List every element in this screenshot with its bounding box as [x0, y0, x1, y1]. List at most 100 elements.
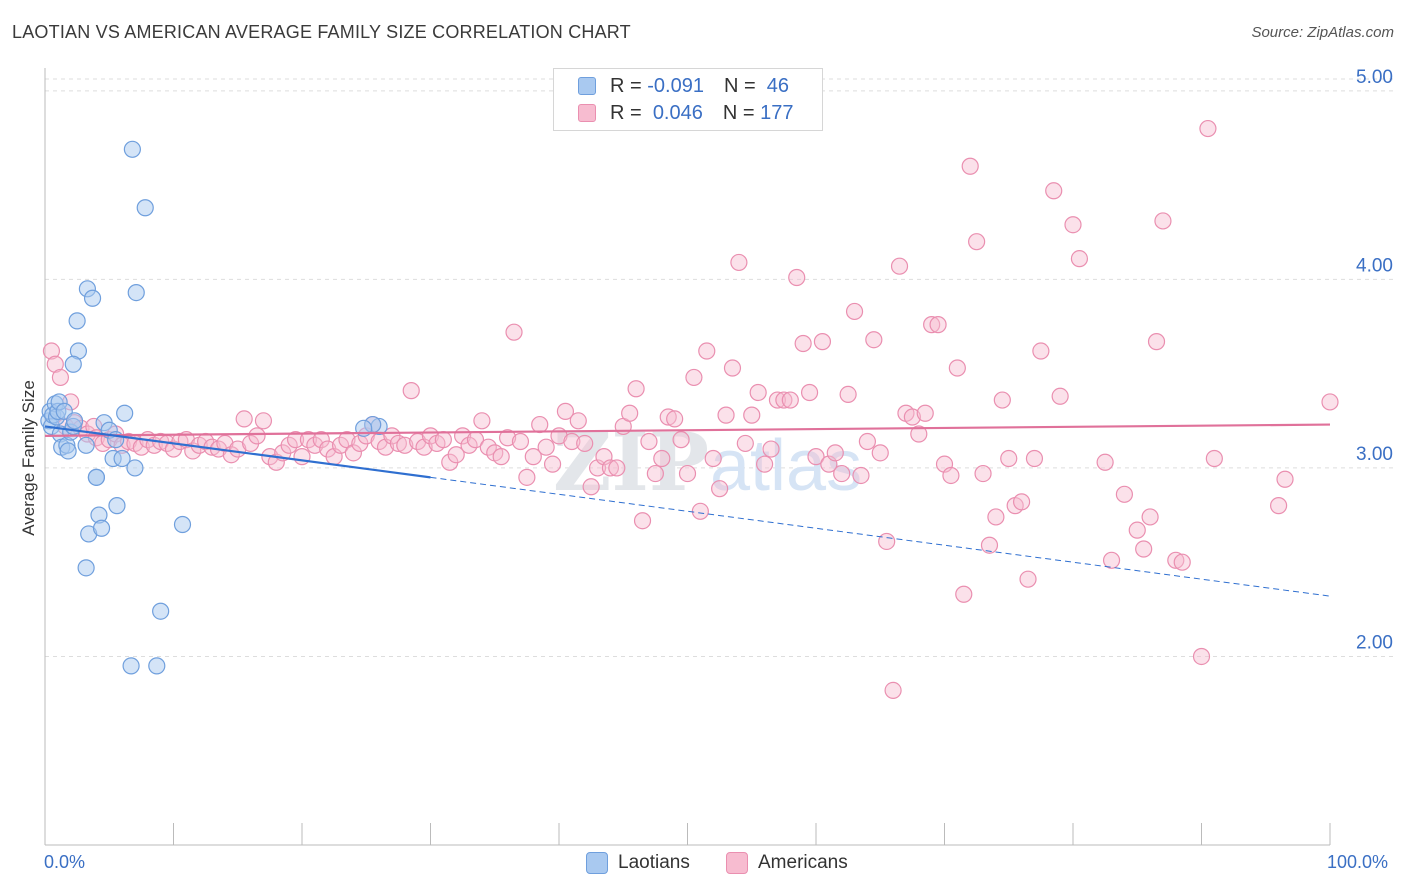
laotians-point [83, 289, 102, 307]
americans-point [987, 508, 1005, 526]
r-label: R = [610, 74, 642, 97]
americans-point [1115, 485, 1134, 503]
americans-point [1032, 342, 1050, 360]
americans-point [839, 385, 857, 403]
americans-point [434, 431, 452, 449]
americans-point [248, 427, 266, 445]
y-axis-label: Average Family Size [19, 380, 38, 536]
americans-point [633, 512, 652, 530]
americans-point [794, 334, 812, 353]
americans-point [845, 302, 864, 321]
americans-point [807, 448, 825, 466]
americans-point [852, 466, 870, 485]
americans-point [1025, 449, 1044, 468]
trend-lines [44, 423, 1331, 597]
legend-row-laotians: R = -0.091 N = 46 [578, 73, 789, 99]
americans-point [640, 432, 658, 451]
americans-point [723, 359, 742, 377]
americans-point [910, 425, 928, 443]
n-label: N = [722, 101, 755, 124]
laotians-trend-extension [430, 476, 1331, 597]
americans-point [1269, 497, 1288, 515]
americans-point [923, 316, 941, 334]
americans-point [1173, 553, 1191, 571]
americans-point [691, 502, 709, 520]
americans-point [1070, 250, 1089, 268]
americans-point [1064, 216, 1082, 234]
americans-point [871, 444, 889, 462]
laotians-point [173, 515, 192, 534]
americans-point [524, 448, 542, 466]
americans-point [569, 412, 587, 430]
laotians-point [148, 657, 166, 675]
americans-point [1167, 551, 1185, 569]
x-tick-label-min: 0.0% [44, 852, 86, 872]
americans-point [948, 359, 966, 377]
americans-trend-line [44, 423, 1331, 437]
americans-point [621, 404, 639, 422]
y-tick-label: 5.00 [1356, 67, 1393, 88]
laotians-point [127, 283, 145, 302]
americans-point [389, 434, 407, 453]
laotians-points [40, 140, 388, 675]
americans-point [736, 434, 754, 453]
laotians-point [108, 497, 126, 515]
americans-point [955, 585, 973, 603]
legend-item-americans: Americans [726, 852, 848, 874]
americans-point [1128, 521, 1146, 539]
americans-point [788, 268, 806, 287]
laotians-point [65, 412, 84, 430]
laotians-point [77, 436, 95, 454]
americans-point [762, 440, 780, 458]
americans-point [543, 455, 562, 473]
laotians-point [87, 468, 106, 486]
correlation-legend: R = -0.091 N = 46 R = 0.046 N = 177 [553, 68, 823, 131]
americans-point [537, 438, 555, 456]
americans-point [46, 355, 64, 373]
laotians-point [77, 559, 95, 577]
n-value: 177 [760, 101, 794, 124]
laotians-point [122, 657, 140, 675]
americans-point [711, 480, 729, 498]
americans-point [627, 380, 645, 398]
legend-item-laotians: Laotians [586, 852, 690, 874]
americans-point [704, 449, 722, 468]
americans-point [1141, 508, 1159, 526]
americans-point [1321, 393, 1339, 411]
axes [44, 68, 1331, 846]
americans-point [781, 391, 799, 409]
y-tick-labels: 2.00 3.00 4.00 5.00 [1356, 67, 1393, 654]
americans-point [1205, 449, 1223, 468]
americans-point [499, 429, 517, 447]
americans-point [518, 468, 536, 486]
americans-point [447, 446, 465, 464]
source-label: Source: ZipAtlas.com [1251, 24, 1394, 41]
americans-point [929, 316, 947, 334]
laotians-legend-swatch [586, 852, 608, 874]
americans-point [993, 391, 1011, 409]
americans-point [1276, 470, 1294, 488]
americans-point [312, 431, 330, 449]
y-tick-label: 3.00 [1356, 444, 1393, 465]
laotians-point [92, 519, 111, 537]
americans-point [646, 464, 664, 483]
series-legend: Laotians Americans [0, 852, 1406, 878]
americans-point [659, 408, 677, 426]
americans-point [492, 448, 510, 466]
americans-point [402, 382, 420, 400]
legend-label: Americans [758, 852, 848, 873]
americans-point [672, 431, 690, 449]
laotians-point [136, 199, 154, 217]
americans-point [903, 408, 921, 426]
americans-point [878, 532, 896, 551]
laotians-point [123, 140, 141, 158]
americans-point [698, 342, 716, 360]
americans-point [743, 406, 761, 424]
americans-point [51, 368, 70, 387]
americans-point [1096, 453, 1114, 471]
americans-point [1147, 333, 1166, 351]
americans-legend-swatch [726, 852, 748, 874]
americans-point [1102, 551, 1121, 569]
americans-point [755, 455, 774, 473]
